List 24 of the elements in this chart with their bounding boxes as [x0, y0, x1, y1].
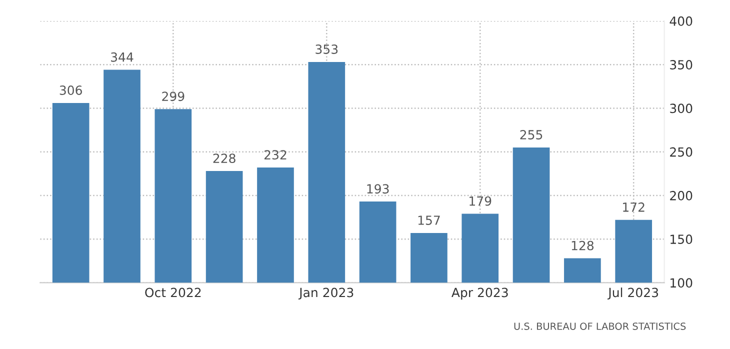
data-label: 179	[470, 196, 492, 206]
y-tick-label: 400	[670, 16, 692, 26]
data-label: 172	[623, 202, 644, 212]
data-label: 255	[520, 130, 542, 140]
data-label: 306	[60, 86, 82, 95]
data-label: 344	[111, 52, 134, 62]
y-tick-label: 200	[670, 190, 692, 200]
data-label: 232	[264, 150, 286, 160]
y-tick-label: 300	[670, 104, 692, 114]
y-tick-label: 100	[670, 278, 692, 288]
x-tick-label: Jul 2023	[608, 288, 658, 300]
y-tick-label: 350	[670, 60, 692, 70]
data-label: 128	[572, 240, 594, 250]
y-tick-label: 250	[670, 147, 692, 157]
data-label: 157	[418, 216, 440, 225]
x-tick-label: Oct 2022	[145, 288, 201, 298]
data-label: 353	[316, 44, 338, 54]
data-label: 299	[162, 92, 184, 102]
y-tick-label: 150	[670, 234, 692, 244]
data-label: 193	[367, 184, 389, 194]
x-tick-label: Jan 2023	[298, 288, 354, 300]
x-tick-label: Apr 2023	[452, 288, 508, 300]
data-label: 228	[213, 154, 236, 164]
text: U.S. BUREAU OF LABOR STATISTICS	[514, 322, 686, 330]
